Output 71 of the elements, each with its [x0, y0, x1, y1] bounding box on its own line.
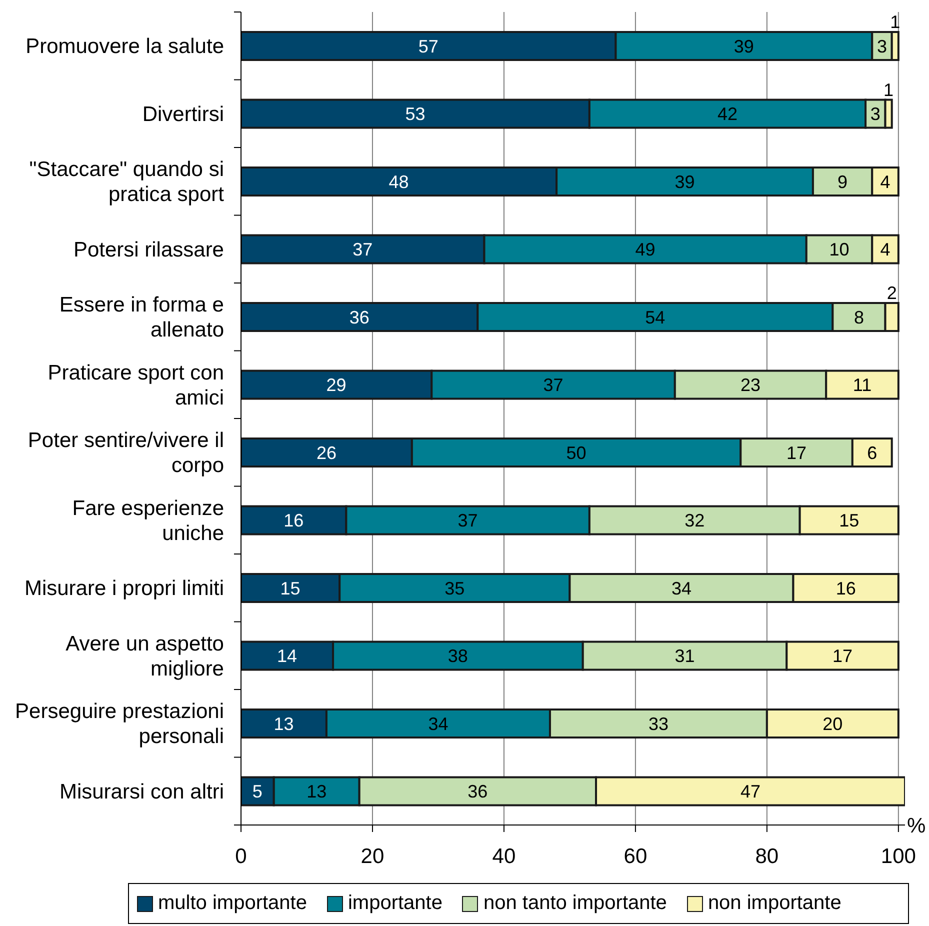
data-label: 54 [645, 307, 666, 328]
x-tick-label: 100 [880, 844, 916, 868]
y-tick-label: Praticare sport con amici [48, 361, 224, 410]
x-tick-label: 40 [492, 844, 516, 868]
data-label: 34 [671, 578, 692, 598]
y-tick-label: "Staccare" quando si pratica sport [29, 158, 224, 206]
data-label: 13 [274, 714, 294, 734]
data-label: 31 [674, 646, 695, 666]
y-tick-label: Poter sentire/vivere il corpo [28, 429, 224, 478]
data-label: 15 [839, 510, 860, 531]
data-label: 17 [786, 442, 807, 463]
y-tick-label: Perseguire prestazioni personali [15, 700, 224, 748]
legend-label: non tanto importante [483, 892, 667, 915]
data-label: 11 [852, 375, 872, 396]
data-label: 35 [444, 578, 465, 598]
data-label: 4 [880, 172, 890, 192]
data-label: 33 [648, 714, 668, 734]
data-label: 6 [867, 442, 878, 463]
data-label: 38 [448, 646, 468, 666]
y-tick-label: Potersi rilassare [73, 238, 224, 262]
data-label: 37 [543, 375, 564, 396]
data-label: 3 [876, 36, 887, 56]
data-label: 36 [349, 307, 370, 328]
y-tick-label: Promuovere la salute [26, 35, 224, 58]
data-label: 17 [832, 646, 853, 666]
data-label: 2 [886, 283, 897, 303]
y-tick-label: Misurarsi con altri [59, 780, 224, 804]
data-label: 3 [870, 104, 880, 124]
y-tick-label: Avere un aspetto migliore [66, 632, 224, 680]
y-tick-label: Misurare i propri limiti [24, 577, 224, 600]
data-label: 49 [635, 240, 656, 260]
data-label: 1 [884, 80, 894, 100]
data-label: 8 [854, 307, 864, 328]
data-label: 37 [352, 240, 373, 260]
data-label: 16 [284, 510, 304, 531]
data-label: 37 [458, 510, 478, 531]
data-label: 50 [566, 442, 586, 463]
data-label: 9 [838, 172, 848, 192]
y-tick-label: Fare esperienze uniche [72, 496, 224, 545]
data-label: 13 [306, 782, 327, 802]
data-label: 57 [418, 36, 438, 56]
legend-label: non importante [708, 892, 842, 915]
legend-label: multo importante [158, 892, 307, 915]
y-tick-label: Essere in forma e allenato [59, 294, 224, 342]
x-tick-label: 80 [755, 844, 779, 868]
data-label: 16 [836, 578, 856, 598]
x-tick-label: 60 [624, 844, 648, 868]
data-label: 29 [326, 375, 346, 396]
data-label: 5 [252, 782, 262, 802]
data-label: 23 [740, 375, 761, 396]
data-label: 20 [822, 714, 843, 734]
x-tick-label: 20 [360, 844, 384, 868]
data-label: 48 [388, 172, 409, 192]
data-label: 39 [674, 172, 695, 192]
data-label: 1 [890, 12, 900, 32]
legend-label: importante [348, 892, 442, 915]
data-label: 14 [277, 646, 298, 666]
data-label: 53 [405, 104, 426, 124]
x-tick-label: 0 [235, 844, 247, 868]
data-label: 26 [316, 442, 336, 463]
data-label: 42 [717, 104, 738, 124]
data-label: 32 [684, 510, 705, 531]
data-label: 4 [880, 240, 890, 260]
x-axis-title: % [907, 814, 926, 838]
y-tick-label: Divertirsi [142, 102, 224, 126]
data-label: 47 [740, 782, 761, 802]
data-label: 34 [428, 714, 448, 734]
data-label: 10 [829, 240, 850, 260]
data-label: 39 [734, 36, 754, 56]
data-label: 15 [280, 578, 300, 598]
data-label: 36 [468, 782, 488, 802]
